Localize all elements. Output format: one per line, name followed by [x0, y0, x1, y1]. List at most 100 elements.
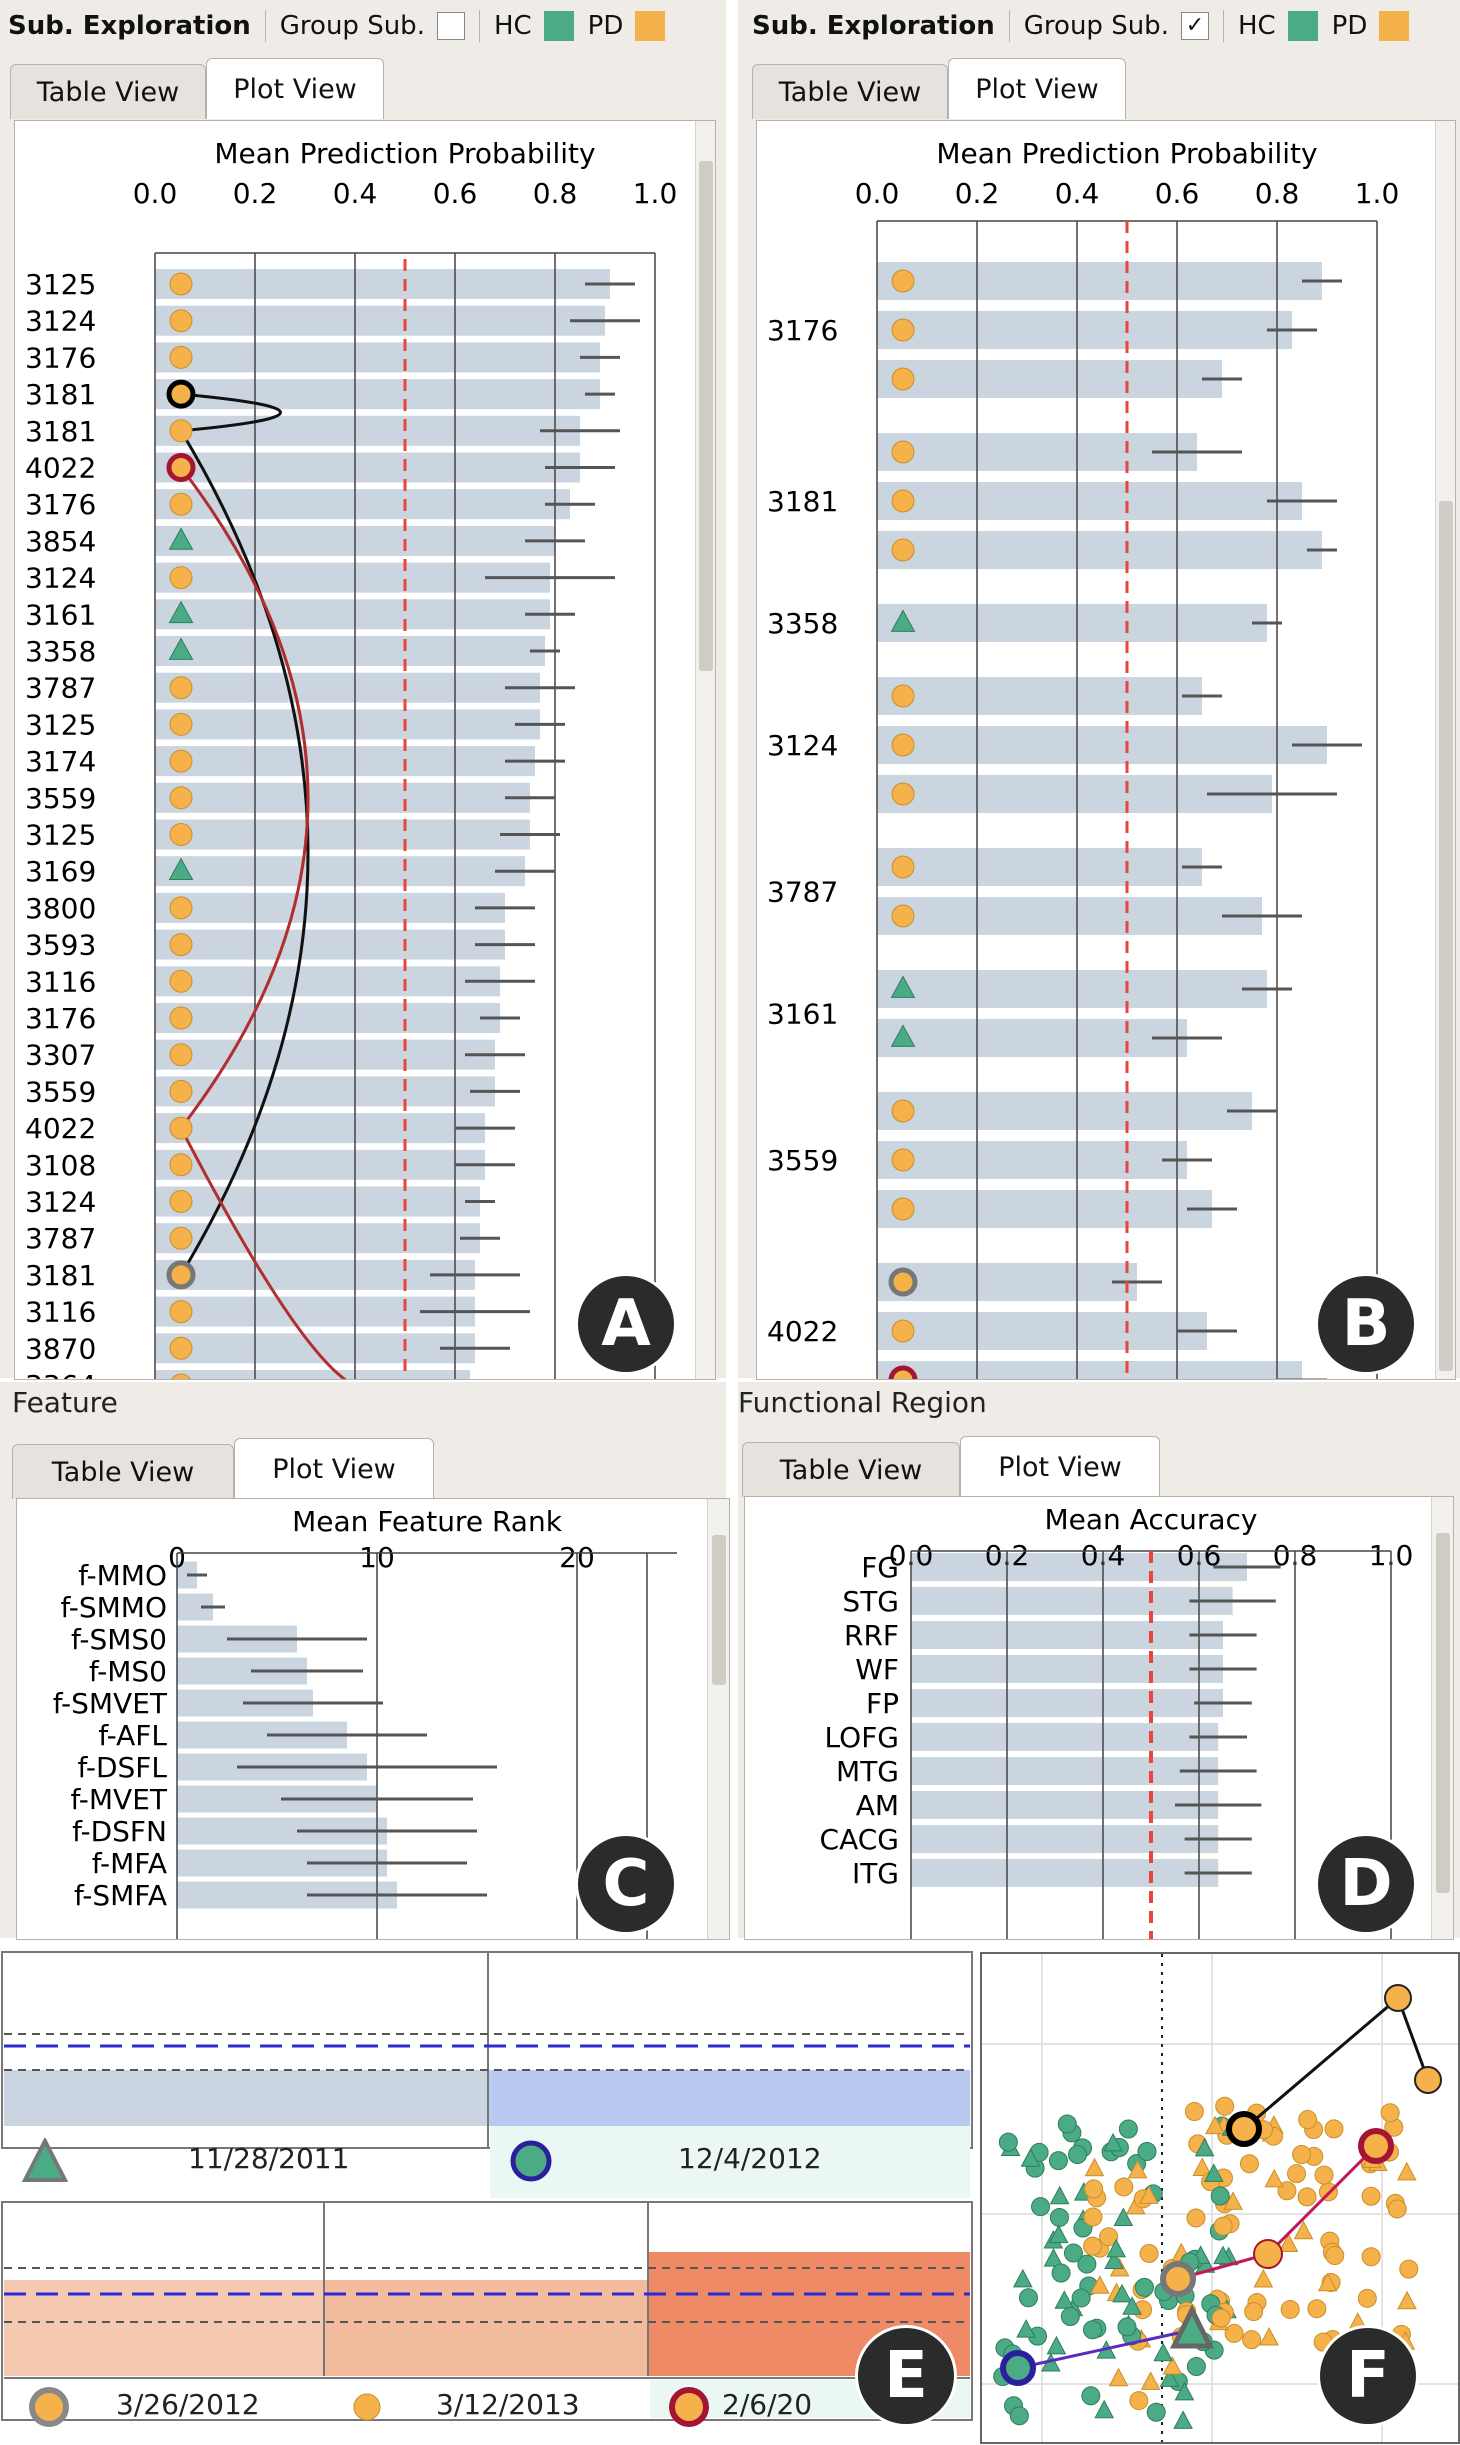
- y-tick-label: 3854: [25, 525, 96, 558]
- scroll-thumb-a[interactable]: [699, 161, 713, 671]
- bar: [877, 311, 1292, 349]
- tab-plot-view-b[interactable]: Plot View: [948, 58, 1126, 119]
- subject-marker: [891, 318, 915, 342]
- scatter-point: [1264, 2168, 1285, 2188]
- bar: [155, 1113, 485, 1144]
- scroll-thumb-c[interactable]: [712, 1535, 726, 1685]
- y-tick-label: 3870: [25, 1332, 96, 1365]
- scatter-point: [1129, 2391, 1149, 2411]
- trajectory: [1017, 2328, 1193, 2370]
- scatter-point: [1051, 2263, 1071, 2283]
- y-tick-label: 3364: [25, 1369, 96, 1379]
- scatter-point: [1278, 2233, 1299, 2252]
- bar: [155, 892, 505, 923]
- bar: [155, 929, 505, 960]
- scatter-point: [1031, 2197, 1051, 2217]
- subject-marker: [169, 1336, 193, 1360]
- tab-plot-view-a[interactable]: Plot View: [206, 58, 384, 119]
- bar: [911, 1655, 1223, 1683]
- tab-table-view-b[interactable]: Table View: [752, 64, 948, 119]
- y-tick-label: f-SMFA: [74, 1879, 167, 1912]
- segment-light-orange-2[interactable]: [324, 2280, 648, 2376]
- subject-marker: [891, 1319, 915, 1343]
- group-sub-checkbox[interactable]: [436, 12, 465, 40]
- y-tick-label: 3307: [25, 1039, 96, 1072]
- scrollbar-c[interactable]: [707, 1499, 729, 1939]
- scrollbar-d[interactable]: [1431, 1497, 1453, 1939]
- scroll-thumb-d[interactable]: [1436, 1533, 1450, 1893]
- chart-title: Mean Accuracy: [1044, 1503, 1257, 1536]
- hc-label: HC: [493, 11, 532, 41]
- hc-swatch[interactable]: [543, 11, 574, 41]
- y-tick-label: FG: [861, 1551, 899, 1584]
- pd-swatch[interactable]: [1379, 11, 1410, 41]
- tab-table-view-a[interactable]: Table View: [10, 64, 206, 119]
- trajectory: [1243, 1995, 1430, 2131]
- y-tick-label: MTG: [836, 1755, 899, 1788]
- scatter-point: [1049, 2185, 1070, 2205]
- tab-plot-view-d[interactable]: Plot View: [960, 1436, 1160, 1497]
- bar: [911, 1621, 1223, 1649]
- subject-marker: [169, 1190, 193, 1213]
- scatter-point: [1083, 2320, 1103, 2340]
- tab-table-view-c[interactable]: Table View: [12, 1444, 234, 1499]
- subject-marker: [890, 975, 916, 998]
- top-date-cell-2[interactable]: [490, 2126, 970, 2198]
- embedding-scatter[interactable]: [982, 1954, 1458, 2442]
- badge-a: A: [578, 1276, 674, 1372]
- scrollbar-b[interactable]: [1435, 121, 1455, 1379]
- badge-f: F: [1320, 2328, 1416, 2424]
- scatter-point: [1399, 2259, 1419, 2279]
- subject-marker: [169, 786, 193, 810]
- group-sub-checkbox[interactable]: ✓: [1180, 12, 1209, 40]
- bar: [911, 1723, 1219, 1751]
- tab-plot-view-c[interactable]: Plot View: [234, 1438, 434, 1499]
- scatter-point: [1134, 2277, 1154, 2297]
- scatter-point: [1192, 2157, 1213, 2176]
- y-tick-label: 3116: [25, 1296, 96, 1329]
- subject-marker: [168, 637, 194, 660]
- y-tick-label: 4022: [25, 1112, 96, 1145]
- scatter-point: [1071, 2288, 1091, 2308]
- scatter-point: [1210, 2186, 1230, 2206]
- divider: [1008, 10, 1010, 42]
- scatter-point: [1361, 2247, 1381, 2267]
- scatter-point: [1084, 2179, 1104, 2199]
- scatter-point: [1298, 2110, 1318, 2130]
- scroll-thumb-b[interactable]: [1439, 501, 1453, 1371]
- bar: [877, 897, 1262, 935]
- scatter-point: [1084, 2157, 1105, 2177]
- date-label: 11/28/2011: [188, 2142, 350, 2175]
- scatter-point: [1081, 2386, 1101, 2406]
- scatter-point: [1016, 2319, 1036, 2338]
- badge-d: D: [1318, 1836, 1414, 1932]
- y-tick-label: f-MVET: [70, 1783, 167, 1816]
- scatter-point: [1297, 2187, 1317, 2207]
- timeline-bottom-labels: 3/26/2012 3/12/2013 2/6/20: [0, 2380, 976, 2444]
- subject-marker: [891, 367, 915, 391]
- pd-swatch[interactable]: [635, 11, 666, 41]
- date-label: 3/12/2013: [436, 2388, 580, 2421]
- scrollbar-a[interactable]: [695, 121, 715, 1379]
- subject-marker: [891, 440, 915, 464]
- tab-table-view-d[interactable]: Table View: [742, 1442, 960, 1497]
- scatter-point: [1063, 2243, 1083, 2263]
- segment-hc-fill[interactable]: [4, 2070, 488, 2126]
- scatter-point: [1159, 2368, 1180, 2387]
- scatter-point: [1239, 2154, 1259, 2174]
- hc-swatch[interactable]: [1287, 11, 1318, 41]
- scatter-point: [1293, 2220, 1314, 2240]
- segment-blue-fill[interactable]: [488, 2070, 970, 2126]
- bar: [877, 1092, 1252, 1130]
- bar: [877, 848, 1202, 886]
- hc-label: HC: [1237, 11, 1276, 41]
- bar: [155, 856, 525, 887]
- segment-light-orange-1[interactable]: [4, 2280, 324, 2376]
- y-tick-label: 3108: [25, 1149, 96, 1182]
- y-tick-label: 3593: [25, 929, 96, 962]
- y-tick-label: LOFG: [825, 1721, 899, 1754]
- prediction-chart-b: Mean Prediction Probability 0.0 0.2 0.4 0.6 0…: [767, 137, 1399, 1379]
- subject-marker: [891, 684, 915, 708]
- scatter-point: [1213, 2216, 1233, 2236]
- scatter-point: [1186, 2208, 1206, 2228]
